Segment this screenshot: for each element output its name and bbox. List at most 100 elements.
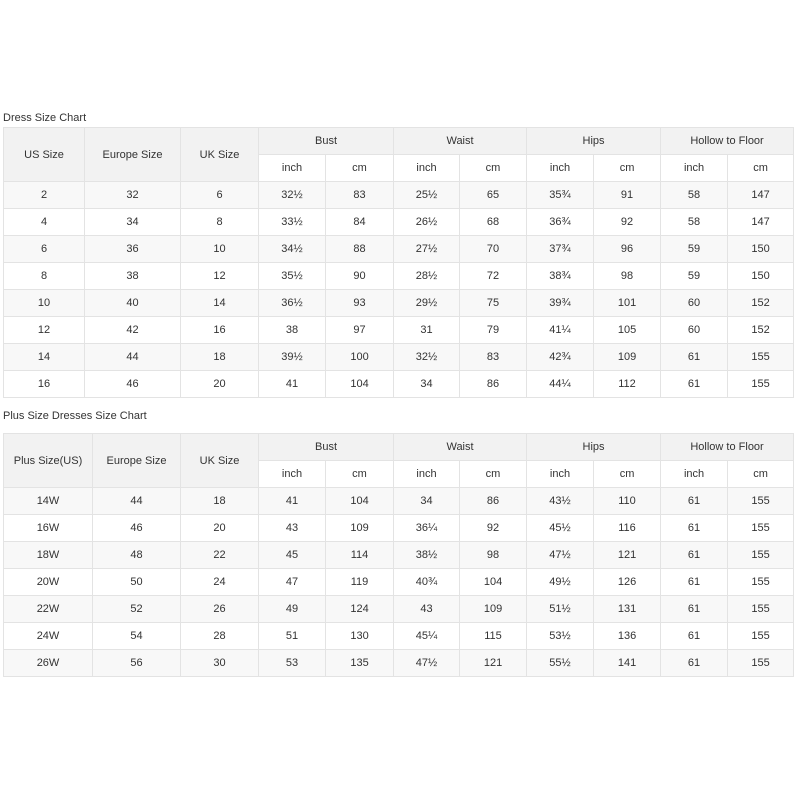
table-cell: 93 (324, 289, 395, 317)
table-cell: 32½ (393, 343, 461, 371)
table-cell: 4 (3, 208, 85, 236)
dress-size-table: US Size Europe Size UK Size Bust Waist Hips Ho… (3, 127, 795, 398)
table-cell: 24 (180, 568, 259, 596)
table-cell: 41 (258, 487, 326, 515)
table-cell: 98 (459, 541, 528, 569)
table-cell: 28½ (393, 262, 461, 290)
table-cell: 96 (593, 235, 662, 263)
column-header: Plus Size(US) (3, 433, 93, 488)
table-cell: 61 (660, 622, 729, 650)
table-cell: 121 (459, 649, 528, 677)
table-body: 2 32 6 32½ 83 25½ 65 35¾ 91 58 147 4 34 8 33½ 84 26½ 68 36… (3, 181, 795, 398)
table-cell: 53 (258, 649, 326, 677)
column-header: Europe Size (84, 127, 181, 182)
table-cell: 59 (660, 235, 729, 263)
table-row: 22W 52 26 49 124 43 109 51½ 131 61 155 (3, 595, 795, 623)
plus-size-chart-title: Plus Size Dresses Size Chart (3, 410, 147, 422)
table-cell: 101 (593, 289, 662, 317)
table-cell: 44¼ (526, 370, 595, 398)
unit-header: inch (393, 460, 461, 488)
table-cell: 52 (92, 595, 181, 623)
table-cell: 79 (459, 316, 528, 344)
table-cell: 131 (593, 595, 662, 623)
column-header: Hips (526, 127, 662, 155)
table-cell: 42¾ (526, 343, 595, 371)
table-cell: 46 (92, 514, 181, 542)
table-cell: 32½ (258, 181, 326, 209)
header-row: Plus Size(US) Europe Size UK Size Bust Waist… (3, 433, 795, 488)
unit-header: cm (459, 154, 528, 182)
table-cell: 119 (324, 568, 395, 596)
table-cell: 58 (660, 181, 729, 209)
table-cell: 50 (92, 568, 181, 596)
table-cell: 10 (3, 289, 85, 317)
table-cell: 61 (660, 487, 729, 515)
unit-header: cm (324, 154, 395, 182)
table-cell: 155 (727, 568, 795, 596)
table-cell: 88 (324, 235, 395, 263)
column-header: UK Size (180, 433, 259, 488)
table-cell: 86 (459, 370, 528, 398)
table-cell: 36 (84, 235, 181, 263)
table-cell: 110 (593, 487, 662, 515)
table-cell: 61 (660, 514, 729, 542)
table-cell: 155 (727, 343, 795, 371)
table-cell: 109 (459, 595, 528, 623)
table-header: Plus Size(US) Europe Size UK Size Bust Waist… (3, 433, 795, 488)
column-header: Europe Size (92, 433, 181, 488)
table-cell: 86 (459, 487, 528, 515)
table-cell: 53½ (526, 622, 595, 650)
table-cell: 100 (324, 343, 395, 371)
table-cell: 147 (727, 181, 795, 209)
column-header: Waist (393, 433, 528, 461)
unit-header: cm (727, 460, 795, 488)
table-cell: 22 (180, 541, 259, 569)
table-cell: 56 (92, 649, 181, 677)
table-cell: 43½ (526, 487, 595, 515)
table-cell: 36½ (258, 289, 326, 317)
table-cell: 18 (180, 343, 259, 371)
table-cell: 14 (180, 289, 259, 317)
table-cell: 18W (3, 541, 93, 569)
table-cell: 135 (324, 649, 395, 677)
table-cell: 90 (324, 262, 395, 290)
table-cell: 44 (92, 487, 181, 515)
unit-header: cm (324, 460, 395, 488)
table-cell: 109 (593, 343, 662, 371)
table-cell: 25½ (393, 181, 461, 209)
table-cell: 109 (324, 514, 395, 542)
table-cell: 14 (3, 343, 85, 371)
table-cell: 46 (84, 370, 181, 398)
table-cell: 8 (3, 262, 85, 290)
table-cell: 60 (660, 289, 729, 317)
table-cell: 124 (324, 595, 395, 623)
column-header: UK Size (180, 127, 259, 182)
unit-row: inch cm inch cm inch cm inch cm (4, 460, 795, 488)
table-cell: 104 (324, 487, 395, 515)
table-cell: 38 (258, 316, 326, 344)
table-row: 4 34 8 33½ 84 26½ 68 36¾ 92 58 147 (3, 208, 795, 236)
table-cell: 39¾ (526, 289, 595, 317)
table-cell: 60 (660, 316, 729, 344)
table-cell: 47½ (393, 649, 461, 677)
table-cell: 98 (593, 262, 662, 290)
table-cell: 49½ (526, 568, 595, 596)
table-cell: 41 (258, 370, 326, 398)
table-cell: 20W (3, 568, 93, 596)
unit-header: inch (526, 460, 595, 488)
table-cell: 34 (393, 487, 461, 515)
table-cell: 61 (660, 568, 729, 596)
table-cell: 112 (593, 370, 662, 398)
unit-header: inch (660, 460, 729, 488)
table-cell: 65 (459, 181, 528, 209)
table-cell: 16 (3, 370, 85, 398)
column-header: Waist (393, 127, 528, 155)
table-cell: 45½ (526, 514, 595, 542)
table-cell: 155 (727, 487, 795, 515)
table-cell: 33½ (258, 208, 326, 236)
table-cell: 32 (84, 181, 181, 209)
table-cell: 47½ (526, 541, 595, 569)
table-cell: 105 (593, 316, 662, 344)
table-header: US Size Europe Size UK Size Bust Waist Hips Ho… (3, 127, 795, 182)
table-row: 20W 50 24 47 119 40¾ 104 49½ 126 61 155 (3, 568, 795, 596)
